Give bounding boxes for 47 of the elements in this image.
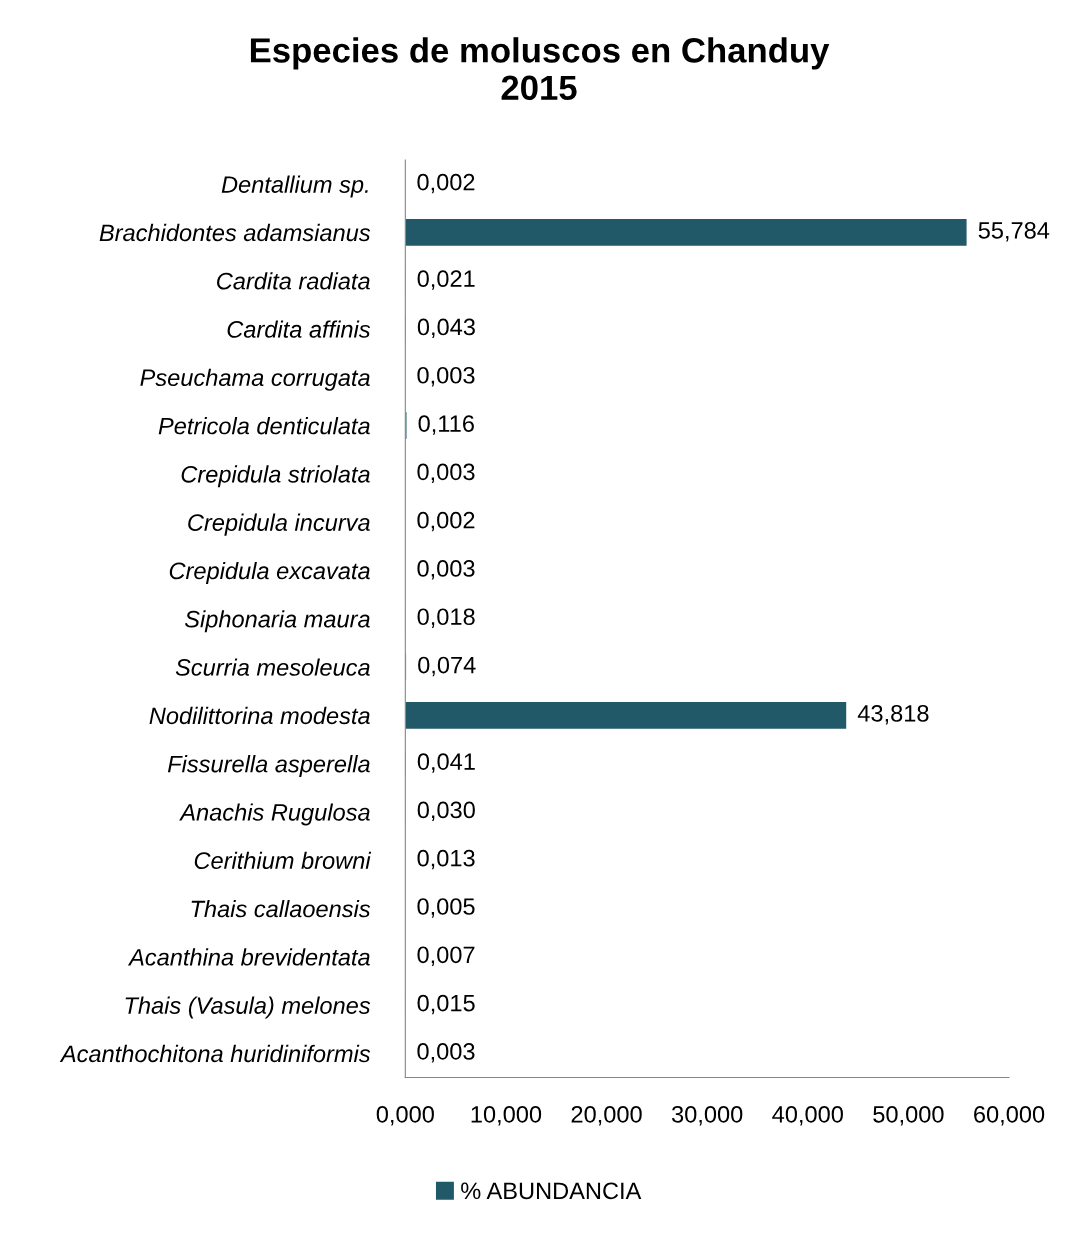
- y-tick-label: Siphonaria maura: [184, 610, 370, 633]
- data-label: 0,015: [417, 994, 475, 1015]
- y-tick-label: Pseuchama corrugata: [140, 368, 370, 391]
- data-label: 0,002: [417, 511, 475, 532]
- y-tick-label: Cardita radiata: [217, 272, 370, 290]
- y-tick-label: Crepidula excavata: [169, 561, 370, 584]
- y-tick-label: Thais callaoensis: [191, 899, 371, 918]
- data-label: 0,003: [417, 560, 475, 580]
- data-label: 0,021: [417, 270, 475, 290]
- data-label: 0,007: [417, 946, 475, 966]
- y-tick-label: Brachidontes adamsianus: [99, 223, 371, 242]
- data-label: 0,003: [417, 1043, 475, 1063]
- x-tick-label: 50,000: [873, 1105, 944, 1126]
- y-tick-label: Acanthina brevidentata: [127, 948, 370, 966]
- y-tick-label: Scurria mesoleuca: [175, 658, 370, 676]
- x-tick-label: 30,000: [671, 1105, 743, 1126]
- y-tick-label: Acanthochitona huridiniformis: [59, 1044, 371, 1063]
- data-label: 0,116: [418, 415, 474, 435]
- data-label: 0,041: [417, 753, 475, 773]
- data-label: 0,003: [417, 366, 475, 387]
- data-label: 0,030: [417, 801, 475, 822]
- x-tick-label: 0,000: [376, 1105, 434, 1126]
- data-label: 0,005: [417, 898, 475, 918]
- x-tick-label: 40,000: [772, 1105, 843, 1126]
- y-tick-label: Anachis Rugulosa: [179, 803, 370, 826]
- data-label: 0,003: [417, 463, 475, 483]
- y-tick-label: Cardita affinis: [227, 320, 371, 338]
- x-tick-label: 60,000: [974, 1105, 1045, 1126]
- data-label: 0,043: [417, 318, 475, 339]
- data-label: 0,013: [417, 849, 475, 870]
- data-label: 0,074: [418, 656, 476, 677]
- y-tick-label: Cerithium browni: [194, 851, 372, 870]
- y-tick-label: Petricola denticulata: [158, 417, 370, 435]
- y-tick-label: Crepidula incurva: [188, 513, 370, 536]
- x-tick-label: 10,000: [471, 1105, 542, 1126]
- data-label: 55,784: [978, 222, 1050, 242]
- data-label: 0,002: [417, 173, 475, 194]
- data-label: 43,818: [857, 704, 929, 725]
- legend-label: % ABUNDANCIA: [461, 1182, 642, 1200]
- chart-title: Especies de moluscos en Chanduy 2015: [250, 37, 830, 101]
- y-tick-label: Nodilittorina modesta: [149, 706, 370, 725]
- y-tick-label: Fissurella asperella: [167, 755, 370, 778]
- x-tick-label: 20,000: [571, 1105, 642, 1126]
- data-label: 0,018: [417, 608, 475, 628]
- y-tick-label: Thais (Vasula) melones: [125, 996, 371, 1019]
- y-tick-label: Crepidula striolata: [181, 465, 370, 488]
- y-tick-label: Dentallium sp.: [221, 175, 368, 198]
